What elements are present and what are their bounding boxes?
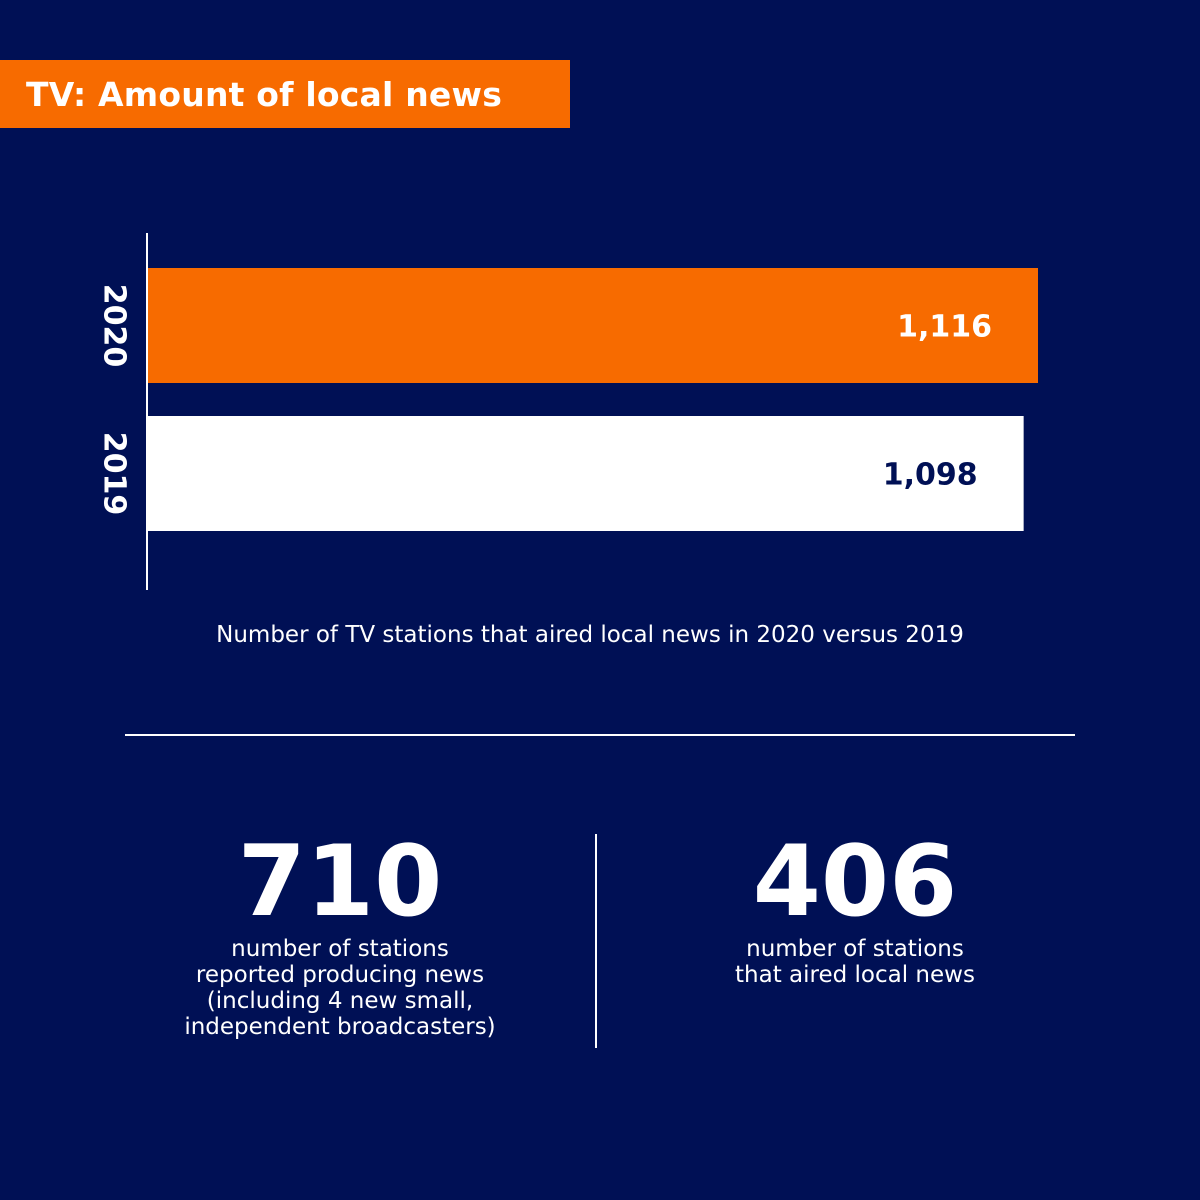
stat-description: number of stations reported producing ne… bbox=[184, 936, 496, 1040]
value-label-2019: 1,098 bbox=[883, 458, 978, 493]
stat-number: 406 bbox=[752, 825, 958, 939]
bar-2019 bbox=[148, 416, 1024, 531]
chart-caption: Number of TV stations that aired local n… bbox=[216, 622, 964, 648]
stat-number: 710 bbox=[237, 825, 443, 939]
page-title: TV: Amount of local news bbox=[26, 74, 503, 114]
stats-divider bbox=[595, 834, 597, 1048]
stat-producing-news: 710 number of stations reported producin… bbox=[140, 830, 540, 1040]
bar-2020 bbox=[148, 268, 1038, 383]
value-label-2020: 1,116 bbox=[897, 310, 992, 345]
section-divider bbox=[125, 734, 1075, 736]
stat-description: number of stations that aired local news bbox=[735, 936, 975, 988]
category-label-2019: 2019 bbox=[97, 432, 132, 516]
category-label-2020: 2020 bbox=[97, 284, 132, 368]
bar-chart: 1,116 2020 1,098 2019 bbox=[97, 233, 1038, 590]
stat-aired-local-news: 406 number of stations that aired local … bbox=[655, 830, 1055, 988]
title-banner: TV: Amount of local news bbox=[0, 60, 570, 128]
